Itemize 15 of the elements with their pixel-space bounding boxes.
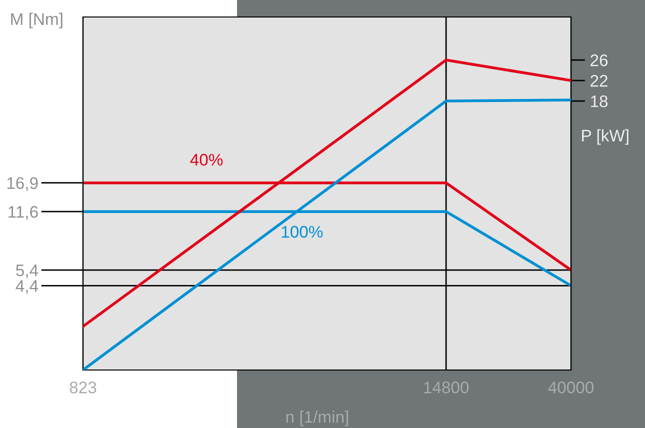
- y-axis-title: M [Nm]: [11, 12, 62, 28]
- annotation: 100%: [282, 226, 323, 238]
- y-tick-label: 16,9: [7, 177, 38, 192]
- x-tick-label: 823: [70, 382, 96, 394]
- y-tick-label: 5,4: [16, 264, 38, 278]
- x-tick-label: 14800: [424, 382, 469, 394]
- annotation: 40%: [190, 154, 223, 166]
- y2-axis-title: P [kW]: [582, 129, 628, 145]
- y2-tick-label: 22: [590, 74, 608, 87]
- y2-tick-label: 18: [591, 95, 608, 108]
- x-axis-title: n [1/min]: [286, 410, 348, 426]
- y2-tick-label: 26: [590, 54, 608, 66]
- y-tick-label: 4,4: [16, 280, 38, 294]
- x-tick-label: 40000: [548, 382, 594, 394]
- y-tick-label: 11,6: [8, 206, 38, 220]
